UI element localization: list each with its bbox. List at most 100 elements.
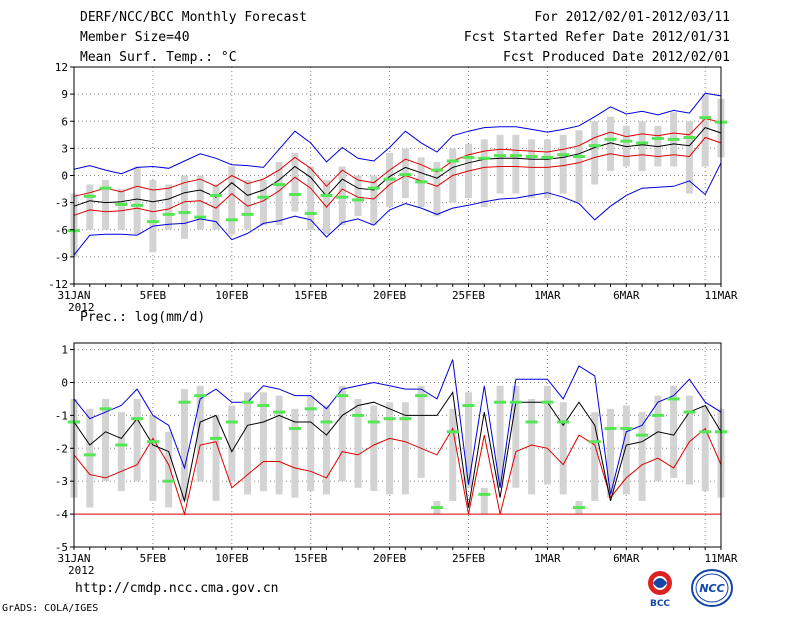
bcc-logo: BCC — [648, 571, 672, 608]
panel2-spread-box — [149, 415, 157, 501]
panel2-spread-box — [622, 405, 630, 495]
panel1-spread-box — [228, 166, 236, 235]
panel1-median-marker — [83, 194, 96, 198]
panel1-spread-box — [528, 139, 536, 199]
panel2-median-marker — [557, 420, 570, 424]
panel2-x-tick-label: 20FEB — [373, 552, 406, 565]
panel2-spread-box — [86, 408, 94, 508]
panel2-median-marker — [446, 430, 459, 434]
panel2-spread-box — [465, 392, 473, 488]
panel1-median-marker — [320, 193, 333, 197]
panel2-spread-box — [228, 405, 236, 482]
panel1-median-marker — [115, 202, 128, 206]
panel2-x-tick-label: 11MAR — [704, 552, 737, 565]
panel1-spread-box — [244, 180, 252, 230]
panel2-spread-box — [701, 405, 709, 492]
panel1-median-marker — [399, 173, 412, 177]
panel1-y-tick-label: -6 — [55, 224, 68, 237]
panel2-mean-line — [73, 391, 722, 508]
panel2-spread-box — [449, 408, 457, 501]
panel1-median-marker — [99, 186, 112, 190]
panel1-spread-box — [354, 175, 362, 217]
panel2-spread-box — [638, 412, 646, 501]
panel2-median-marker — [509, 400, 522, 404]
panel2-median-marker — [383, 417, 396, 421]
forecast-period: For 2012/02/01-2012/03/11 — [534, 10, 730, 25]
panel1-x-tick-label: 10FEB — [215, 289, 248, 302]
panel1-y-tick-label: 9 — [61, 88, 68, 101]
panel1-spread-box — [196, 175, 204, 230]
panel1-spread-box — [543, 139, 551, 199]
panel1-median-marker — [304, 211, 317, 215]
panel2-spread-box — [259, 392, 267, 492]
panel2-spread-box — [528, 398, 536, 495]
variable-label: Mean Surf. Temp.: °C — [80, 50, 237, 65]
panel1-median-marker — [494, 154, 507, 158]
panel1-median-marker — [699, 116, 712, 120]
panel2-y-tick-label: -2 — [55, 442, 68, 455]
panel1-upper-line — [73, 117, 722, 197]
panel2-median-marker — [320, 420, 333, 424]
panel1-frame — [73, 66, 722, 285]
panel1-median-marker — [683, 136, 696, 140]
panel2-x-tick-label: 31JAN — [57, 552, 90, 565]
panel1-spread-box — [480, 139, 488, 208]
panel2-spread-box — [386, 402, 394, 495]
panel1-spread-box — [607, 116, 615, 171]
panel2-median-marker — [430, 506, 443, 510]
footer-url[interactable]: http://cmdp.ncc.cma.gov.cn — [75, 581, 279, 596]
panel1-spread-box — [165, 184, 173, 230]
panel2-median-marker — [588, 440, 601, 444]
panel1-spread-box — [117, 189, 125, 230]
panel2-frame — [73, 342, 722, 548]
member-size: Member Size=40 — [80, 30, 190, 45]
panel1-spread-box — [638, 121, 646, 171]
panel1-spread-box — [212, 184, 220, 230]
panel2-median-marker — [699, 430, 712, 434]
panel1-median-marker — [651, 136, 664, 140]
panel2-x-tick-label: 6MAR — [613, 552, 640, 565]
panel1-x-tick-label: 11MAR — [704, 289, 737, 302]
panel1-spread-box — [291, 152, 299, 212]
panel2-lower-line — [73, 427, 722, 516]
panel2-max-line — [73, 359, 722, 495]
panel1-median-marker — [146, 220, 159, 224]
panel1-max-line — [73, 92, 722, 175]
panel2-spread-box — [654, 395, 662, 482]
panel2-median-marker — [288, 427, 301, 431]
panel2-spread-box — [401, 402, 409, 495]
panel2-y-tick-label: -4 — [55, 508, 69, 521]
panel2-median-marker — [636, 433, 649, 437]
panel1-spread-box — [559, 134, 567, 194]
panel1-spread-box — [86, 184, 94, 230]
grads-credit: GrADS: COLA/IGES — [2, 603, 99, 614]
panel1-median-marker — [446, 159, 459, 163]
panel2-median-marker — [225, 420, 238, 424]
panel2-y-tick-label: 0 — [61, 376, 68, 389]
panel1-y-tick-label: 3 — [61, 142, 68, 155]
panel1-median-marker — [430, 168, 443, 172]
panel2-spread-box — [607, 408, 615, 498]
panel1-x-tick-label: 6MAR — [613, 289, 640, 302]
panel2-median-marker — [415, 394, 428, 398]
panel1-x-tick-label: 25FEB — [452, 289, 485, 302]
panel2-x-tick-label: 5FEB — [140, 552, 167, 565]
panel1-min-line — [73, 162, 722, 256]
panel2-median-marker — [572, 506, 585, 510]
panel2-y-tick-label: 1 — [61, 344, 68, 357]
panel2-median-marker — [131, 417, 144, 421]
panel2-spread-box — [291, 408, 299, 498]
panel2-spread-box — [496, 385, 504, 488]
panel1-spread-box — [591, 121, 599, 185]
panel1-spread-box — [102, 180, 110, 230]
panel1-spread-box — [133, 166, 141, 235]
panel2-median-marker — [257, 404, 270, 408]
bcc-logo-text: BCC — [650, 599, 670, 608]
panel2-spread-box — [685, 395, 693, 485]
produced-date: Fcst Produced Date 2012/02/01 — [503, 50, 730, 65]
panel2-spread-box — [543, 385, 551, 485]
panel1-median-marker — [509, 154, 522, 158]
panel1-median-marker — [178, 211, 191, 215]
panel1-mean-line — [73, 127, 722, 207]
panel2-spread-box — [102, 398, 110, 482]
